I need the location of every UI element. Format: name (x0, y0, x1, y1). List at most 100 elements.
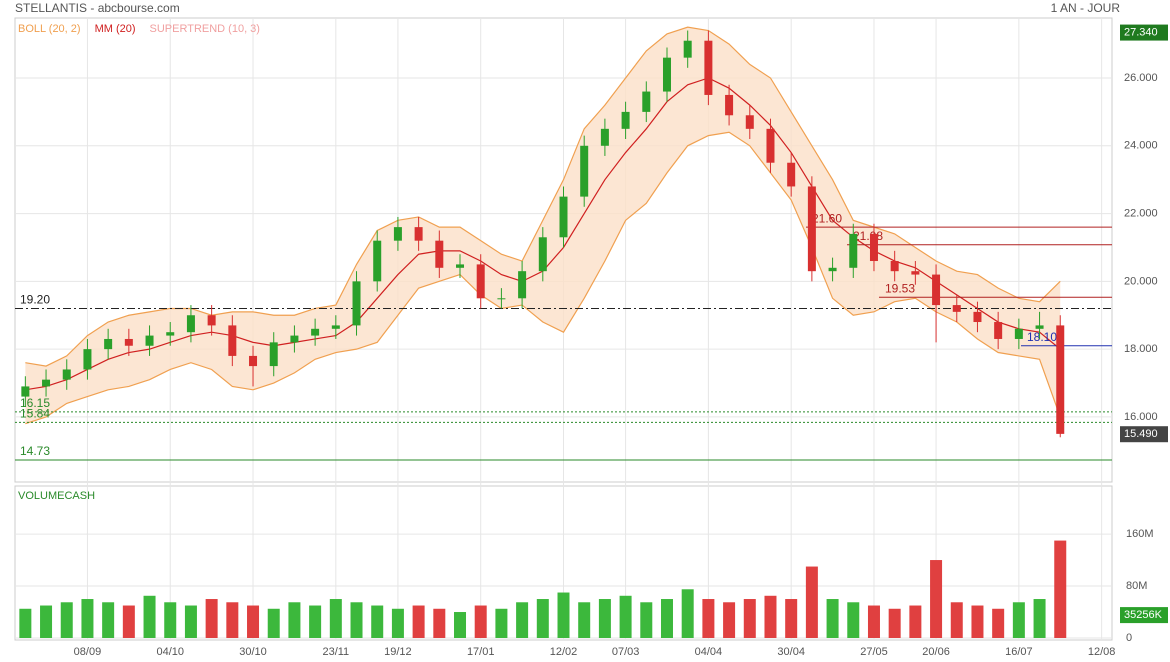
volume-bar (598, 599, 611, 638)
candle-body (952, 305, 961, 312)
candle-body (145, 335, 154, 346)
volume-bar (640, 602, 653, 638)
boll-upper-line (25, 26, 1061, 367)
volume-bar (81, 599, 94, 638)
volume-bar (495, 608, 508, 638)
level-label: 16.15 (20, 396, 50, 410)
candle-body (518, 271, 527, 299)
candle-body (828, 267, 837, 272)
candle-body (352, 281, 361, 326)
volume-bar (619, 595, 632, 638)
volume-bar (764, 595, 777, 638)
level-label: 21.60 (812, 211, 842, 225)
candle-body (600, 128, 609, 146)
candle-body (228, 325, 237, 356)
volume-bar (329, 599, 342, 638)
level-label: 19.53 (885, 281, 915, 295)
candle-body (21, 386, 30, 397)
x-tick-label: 20/06 (922, 646, 950, 658)
candle-body (124, 338, 133, 346)
volume-bar (971, 605, 984, 638)
legend-entry: MM (20) (95, 23, 136, 35)
candle-body (559, 196, 568, 238)
volume-bar (785, 599, 798, 638)
candle-body (745, 115, 754, 129)
volume-bar (391, 608, 404, 638)
y-tick-label: 26.000 (1124, 72, 1158, 84)
high-box-box (1120, 24, 1168, 41)
y-tick-label: 18.000 (1124, 343, 1158, 355)
candle-body (538, 237, 547, 272)
candle-body (911, 271, 920, 275)
volume-bar (847, 602, 860, 638)
volume-bar (454, 612, 467, 638)
candle-body (642, 91, 651, 112)
candle-body (621, 111, 630, 129)
candle-body (393, 227, 402, 241)
candle-body (807, 186, 816, 272)
volume-bar (826, 599, 839, 638)
volume-bar (19, 608, 32, 638)
x-tick-label: 07/03 (612, 646, 640, 658)
volume-bar (474, 605, 487, 638)
x-tick-label: 17/01 (467, 646, 495, 658)
volume-bar (950, 602, 963, 638)
x-tick-label: 04/04 (695, 646, 723, 658)
candle-body (683, 40, 692, 58)
volume-bar (702, 599, 715, 638)
volume-bar (350, 602, 363, 638)
period: 1 AN - JOUR (1051, 1, 1121, 15)
volume-bar (992, 608, 1005, 638)
volume-bar (578, 602, 591, 638)
volume-bar (1012, 602, 1025, 638)
candle-body (497, 298, 506, 300)
candle-body (249, 355, 258, 367)
candle-body (849, 233, 858, 268)
level-label: 15.84 (20, 407, 50, 421)
y-tick-label: 22.000 (1124, 207, 1158, 219)
legend-entry: SUPERTREND (10, 3) (150, 23, 260, 35)
boll-lower-line (25, 131, 1061, 425)
volume-bar (309, 605, 322, 638)
volume-bar (412, 605, 425, 638)
volume-bar (102, 602, 115, 638)
candle-body (766, 128, 775, 163)
chart-title: STELLANTIS - abcbourse.com (15, 1, 180, 15)
candle-body (414, 227, 423, 241)
candle-body (580, 145, 589, 197)
candle-body (269, 342, 278, 367)
high-box-label: 27.340 (1124, 26, 1158, 38)
x-tick-label: 12/02 (550, 646, 578, 658)
volume-bar (247, 605, 260, 638)
volume-bar (205, 599, 218, 638)
volume-last-label: 35256K (1124, 609, 1163, 621)
volume-bar (184, 605, 197, 638)
volume-bar (226, 602, 239, 638)
candle-body (973, 311, 982, 323)
last-label: 15.490 (1124, 428, 1158, 440)
candle-body (62, 369, 71, 380)
y-tick-label: 80M (1126, 580, 1147, 592)
x-tick-label: 04/10 (156, 646, 184, 658)
level-label: 21.08 (853, 229, 883, 243)
candle-body (725, 94, 734, 116)
candle-body (166, 332, 175, 336)
bollinger-band (25, 27, 1061, 424)
y-tick-label: 20.000 (1124, 275, 1158, 287)
candle-body (83, 349, 92, 370)
level-label: 19.20 (20, 293, 50, 307)
candle-body (207, 315, 216, 326)
candle-body (704, 40, 713, 95)
x-tick-label: 19/12 (384, 646, 412, 658)
x-tick-label: 16/07 (1005, 646, 1033, 658)
volume-bar (867, 605, 880, 638)
volume-bar (660, 599, 673, 638)
volume-bar (805, 566, 818, 638)
volume-bar (164, 602, 177, 638)
candle-body (1035, 325, 1044, 329)
volume-bar (557, 592, 570, 638)
candle-body (662, 57, 671, 92)
volume-bar (267, 608, 280, 638)
level-label: 14.73 (20, 444, 50, 458)
volume-bar (143, 595, 156, 638)
